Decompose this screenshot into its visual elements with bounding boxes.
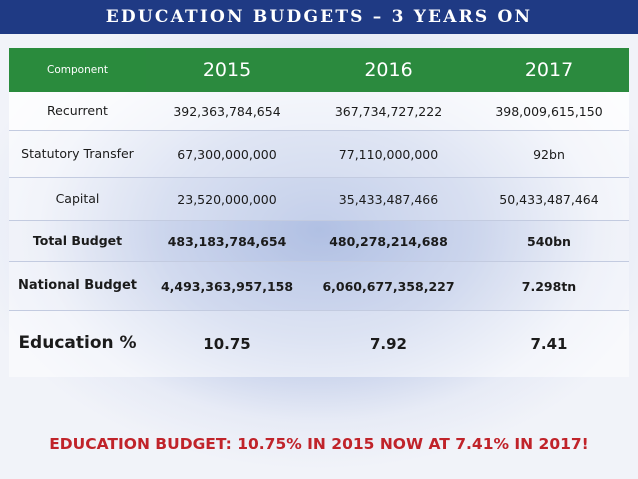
column-header-component: Component xyxy=(9,48,146,92)
table-row-statutory-transfer: Statutory Transfer 67,300,000,000 77,110… xyxy=(9,130,629,178)
table-row-capital: Capital 23,520,000,000 35,433,487,466 50… xyxy=(9,177,629,221)
footer-headline: EDUCATION BUDGET: 10.75% IN 2015 NOW AT … xyxy=(49,435,589,453)
cell-2017: 92bn xyxy=(469,130,629,178)
cell-2017: 540bn xyxy=(469,220,629,262)
table-row-national-budget: National Budget 4,493,363,957,158 6,060,… xyxy=(9,261,629,311)
row-label: Capital xyxy=(9,177,146,221)
cell-2015: 392,363,784,654 xyxy=(146,92,308,131)
table-row-total-budget: Total Budget 483,183,784,654 480,278,214… xyxy=(9,220,629,262)
cell-2017: 398,009,615,150 xyxy=(469,92,629,131)
row-label: Total Budget xyxy=(9,220,146,262)
cell-2016: 367,734,727,222 xyxy=(308,92,469,131)
column-header-2016: 2016 xyxy=(308,48,469,92)
column-header-2015: 2015 xyxy=(146,48,308,92)
table-row-education-percent: Education % 10.75 7.92 7.41 xyxy=(9,310,629,377)
row-label: Statutory Transfer xyxy=(9,130,146,178)
cell-2015: 483,183,784,654 xyxy=(146,220,308,262)
cell-2015: 4,493,363,957,158 xyxy=(146,261,308,311)
footer-banner: EDUCATION BUDGET: 10.75% IN 2015 NOW AT … xyxy=(0,424,638,464)
cell-2015: 23,520,000,000 xyxy=(146,177,308,221)
cell-2016: 480,278,214,688 xyxy=(308,220,469,262)
row-label: National Budget xyxy=(9,261,146,311)
table-header-row: Component 2015 2016 2017 xyxy=(9,48,629,92)
cell-2017: 50,433,487,464 xyxy=(469,177,629,221)
table-row-recurrent: Recurrent 392,363,784,654 367,734,727,22… xyxy=(9,92,629,131)
cell-2015: 67,300,000,000 xyxy=(146,130,308,178)
column-header-2017: 2017 xyxy=(469,48,629,92)
cell-2016: 35,433,487,466 xyxy=(308,177,469,221)
page-title: EDUCATION BUDGETS – 3 YEARS ON xyxy=(105,7,533,27)
cell-2016: 7.92 xyxy=(308,310,469,377)
cell-2017: 7.298tn xyxy=(469,261,629,311)
cell-2017: 7.41 xyxy=(469,310,629,377)
row-label: Education % xyxy=(9,310,146,377)
budget-table: Component 2015 2016 2017 Recurrent 392,3… xyxy=(9,48,629,377)
row-label: Recurrent xyxy=(9,92,146,131)
title-bar: EDUCATION BUDGETS – 3 YEARS ON xyxy=(0,0,638,34)
cell-2016: 6,060,677,358,227 xyxy=(308,261,469,311)
cell-2015: 10.75 xyxy=(146,310,308,377)
cell-2016: 77,110,000,000 xyxy=(308,130,469,178)
